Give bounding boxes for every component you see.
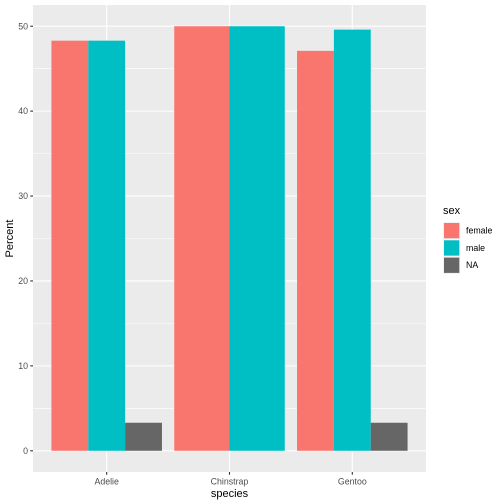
bar-adelie-female <box>51 40 89 451</box>
legend-title: sex <box>443 205 461 217</box>
x-axis-title: species <box>211 488 249 500</box>
x-tick-label: Chinstrap <box>211 477 249 487</box>
legend: sex female male NA <box>443 205 493 274</box>
bar-chinstrap-female <box>174 26 230 451</box>
x-tick-label: Adelie <box>94 477 119 487</box>
y-tick-label: 10 <box>18 361 28 371</box>
bar-gentoo-female <box>297 50 334 451</box>
bar-gentoo-na <box>370 422 408 451</box>
bar-adelie-na <box>125 422 162 451</box>
x-axis: Adelie Chinstrap Gentoo <box>94 472 367 487</box>
legend-label-male: male <box>466 243 485 253</box>
legend-key-na <box>444 257 460 273</box>
y-tick-label: 20 <box>18 276 28 286</box>
y-axis: 0 10 20 30 40 50 <box>18 21 33 456</box>
y-tick-label: 0 <box>23 446 28 456</box>
y-tick-label: 30 <box>18 191 28 201</box>
y-axis-title: Percent <box>4 220 16 258</box>
legend-label-na: NA <box>466 260 478 270</box>
bar-chinstrap-male <box>229 26 285 451</box>
y-tick-label: 40 <box>18 106 28 116</box>
legend-key-male <box>444 240 460 256</box>
x-tick-label: Gentoo <box>338 477 367 487</box>
bar-adelie-male <box>88 40 126 451</box>
bar-gentoo-male <box>333 29 371 451</box>
bars <box>51 26 408 451</box>
y-tick-label: 50 <box>18 21 28 31</box>
legend-key-female <box>444 223 460 239</box>
legend-label-female: female <box>466 226 493 236</box>
